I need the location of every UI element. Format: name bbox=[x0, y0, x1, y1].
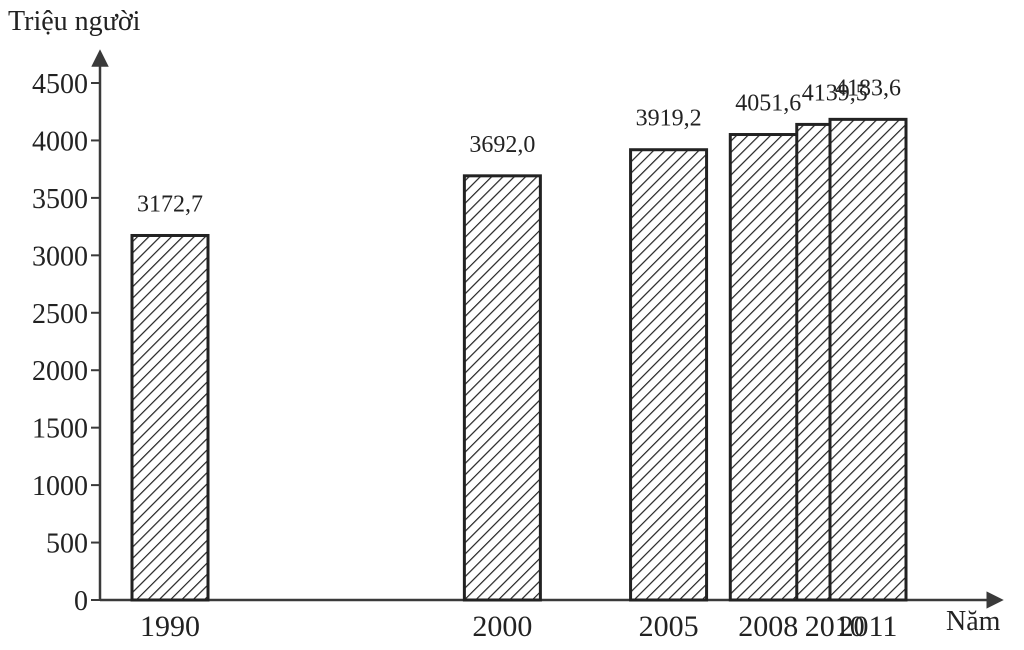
y-tick-label: 0 bbox=[74, 586, 88, 617]
y-axis-title: Triệu người bbox=[8, 6, 141, 37]
x-tick-label-2008: 2008 bbox=[738, 610, 798, 643]
y-tick-label: 4500 bbox=[32, 69, 88, 100]
data-label-2008: 4051,6 bbox=[735, 91, 801, 117]
x-tick-label-2010: 2010 bbox=[805, 610, 865, 643]
y-tick-label: 2500 bbox=[32, 299, 88, 330]
x-tick-label-1990: 1990 bbox=[140, 610, 200, 643]
y-tick-label: 4000 bbox=[32, 126, 88, 157]
bar-1990 bbox=[130, 233, 210, 602]
y-ticks: 0 500 1000 1500 2000 2500 3000 3500 4000 4500 bbox=[32, 69, 100, 617]
y-tick-label: 1500 bbox=[32, 414, 88, 445]
data-label-1990: 3172,7 bbox=[137, 191, 203, 217]
x-axis-title: Năm bbox=[946, 606, 1001, 637]
data-label-2005: 3919,2 bbox=[636, 106, 702, 132]
bars bbox=[130, 117, 908, 602]
x-tick-label-2000: 2000 bbox=[472, 610, 532, 643]
y-tick-label: 500 bbox=[46, 529, 88, 560]
y-tick-label: 1000 bbox=[32, 471, 88, 502]
bar-2011 bbox=[828, 117, 908, 602]
data-label-2010: 4139,5 bbox=[802, 80, 868, 106]
bar-2008 bbox=[728, 133, 808, 602]
y-tick-label: 3500 bbox=[32, 184, 88, 215]
y-tick-label: 2000 bbox=[32, 356, 88, 387]
y-tick-label: 3000 bbox=[32, 241, 88, 272]
x-tick-label-2011: 2011 bbox=[839, 610, 898, 643]
data-label-2011: 4183,6 bbox=[835, 75, 901, 101]
bar-2000 bbox=[462, 174, 542, 602]
bar-2005 bbox=[629, 148, 709, 602]
data-label-2000: 3692,0 bbox=[469, 132, 535, 158]
x-tick-label-2005: 2005 bbox=[639, 610, 699, 643]
